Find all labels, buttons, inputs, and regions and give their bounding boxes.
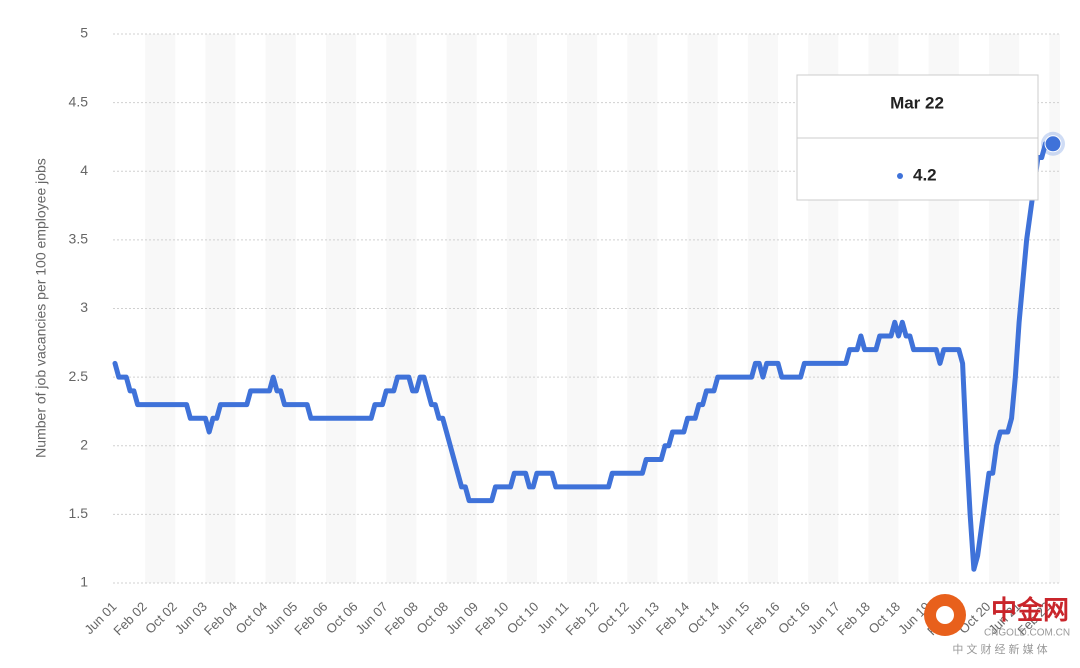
x-tick-label: Feb 10	[472, 599, 511, 638]
y-tick-label: 5	[80, 25, 88, 41]
y-tick-label: 2.5	[69, 368, 89, 384]
watermark-brand: 中金网	[991, 595, 1069, 625]
x-tick-label: Oct 06	[323, 599, 361, 637]
y-tick-label: 1.5	[69, 505, 89, 521]
y-tick-label: 1	[80, 574, 88, 590]
x-tick-label: Feb 14	[653, 599, 692, 638]
y-tick-label: 4.5	[69, 93, 89, 109]
tooltip-date: Mar 22	[890, 93, 944, 112]
x-tick-label: Oct 12	[594, 599, 632, 637]
x-tick-label: Oct 04	[233, 599, 271, 637]
highlight-point	[1044, 135, 1062, 153]
tooltip-dot	[897, 173, 903, 179]
watermark: 中金网 CNGOLD.COM.CN 中 文 财 经 新 媒 体	[924, 594, 1070, 656]
watermark-domain: CNGOLD.COM.CN	[984, 628, 1070, 639]
x-tick-label: Oct 08	[413, 599, 451, 637]
x-tick-label: Oct 18	[865, 599, 903, 637]
tooltip: Mar 22 4.2	[796, 74, 1039, 201]
y-axis-label: Number of job vacancies per 100 employee…	[33, 158, 49, 458]
x-tick-label: Feb 18	[834, 599, 873, 638]
x-tick-label: Oct 10	[504, 599, 542, 637]
y-tick-label: 2	[80, 436, 88, 452]
y-tick-label: 3.5	[69, 231, 89, 247]
x-tick-label: Oct 16	[775, 599, 813, 637]
y-tick-label: 4	[80, 162, 88, 178]
x-tick-label: Oct 14	[685, 599, 723, 637]
tooltip-value: 4.2	[913, 165, 937, 184]
x-tick-label: Feb 02	[110, 599, 149, 638]
watermark-logo-inner	[936, 606, 954, 624]
x-tick-label: Feb 12	[563, 599, 602, 638]
x-tick-label: Feb 04	[201, 599, 240, 638]
x-tick-label: Feb 06	[291, 599, 330, 638]
line	[112, 141, 1056, 572]
x-tick-label: Oct 02	[142, 599, 180, 637]
y-tick-label: 3	[80, 299, 88, 315]
x-tick-label: Feb 16	[743, 599, 782, 638]
x-tick-label: Feb 08	[382, 599, 421, 638]
watermark-slogan: 中 文 财 经 新 媒 体	[952, 642, 1047, 656]
